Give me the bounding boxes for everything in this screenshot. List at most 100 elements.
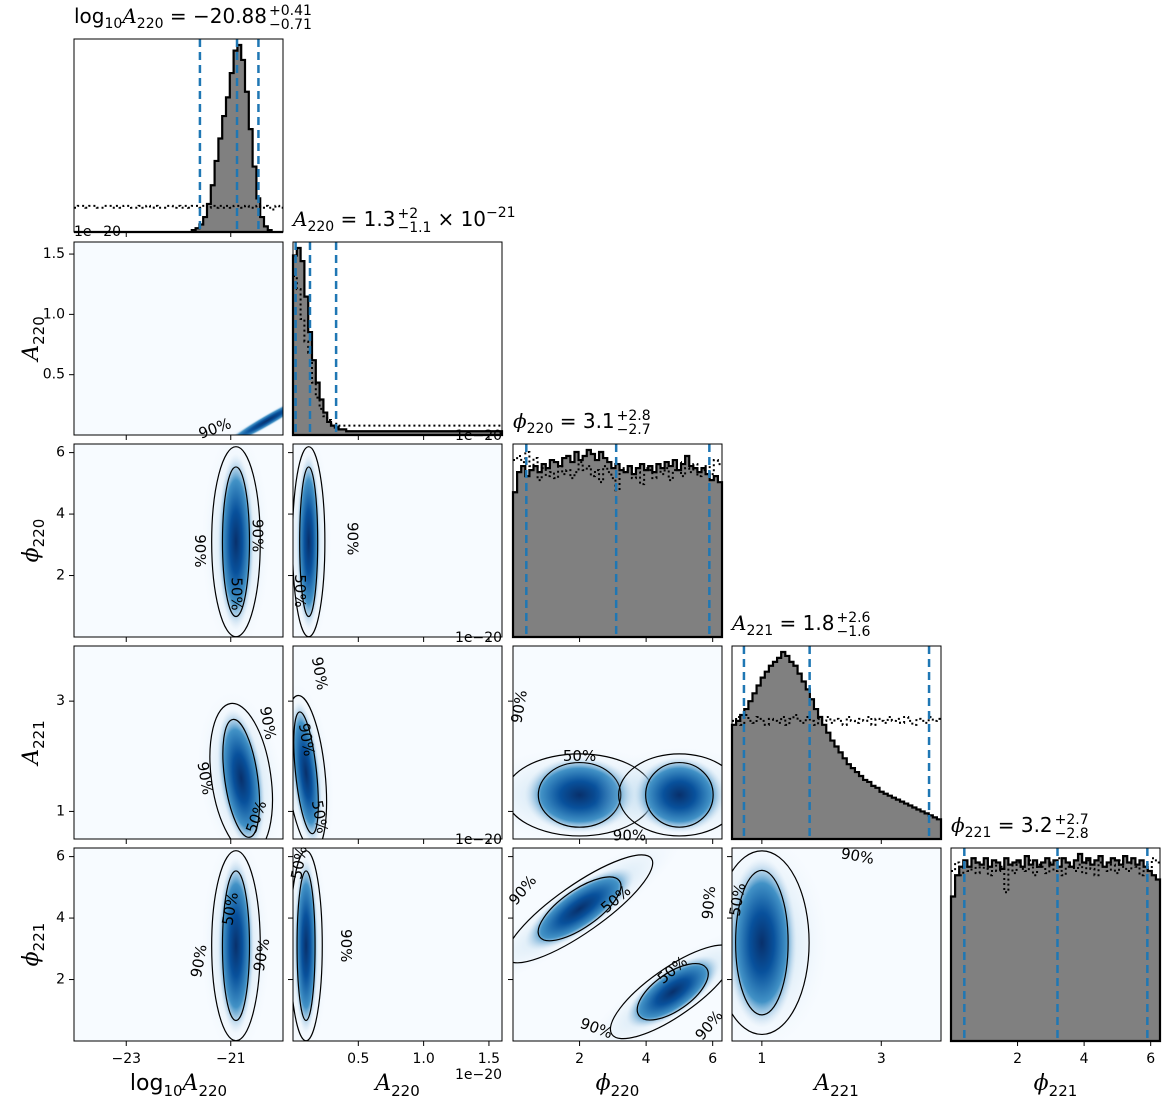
- contour-50: [296, 870, 316, 1022]
- panel-bg-1-1: [293, 242, 502, 435]
- contour-50: [221, 466, 251, 618]
- panel-frame-4-2: [512, 847, 723, 1042]
- y-axis-label-4: ϕ221: [19, 923, 48, 967]
- panel-frame-2-1: [292, 443, 503, 638]
- y-tick-label-2-0: 2: [56, 568, 65, 584]
- posterior-histogram-1: [291, 246, 504, 437]
- title-upper-3: +2.6: [836, 610, 870, 626]
- title-lower-0: −0.71: [269, 17, 312, 33]
- x-tick-label-0-1: −21: [216, 1051, 246, 1067]
- x-tick-label-4-2: 6: [1146, 1051, 1155, 1067]
- y-tick-label-2-1: 4: [56, 506, 65, 522]
- panel-frame-0-0: [73, 38, 284, 233]
- panel-title-0: log10A220 = −20.88: [74, 4, 267, 32]
- density-3-0-3: [198, 691, 283, 839]
- panel-frame-3-3: [731, 645, 942, 840]
- contour-label-13: 90%: [613, 827, 646, 845]
- offset-text-2: 1e−20: [455, 630, 502, 646]
- density-4-3-11: [732, 848, 829, 1041]
- contour-label-4: 50%: [291, 574, 309, 607]
- y-tick-label-3-0: 1: [56, 803, 65, 819]
- prior-histogram-1: [293, 275, 502, 427]
- panel-title-4: ϕ221 = 3.2: [951, 813, 1053, 841]
- density-core: [524, 867, 635, 951]
- x-tick-label-1-1: 1.0: [412, 1051, 434, 1067]
- contour-50: [636, 963, 709, 1021]
- contour-label-7: 90%: [256, 705, 280, 741]
- contour-90: [513, 854, 654, 964]
- y-tick-label-3-1: 3: [56, 693, 65, 709]
- panel-frame-4-1: [292, 847, 503, 1042]
- contour-label-9: 90%: [295, 722, 319, 758]
- contour-50: [221, 870, 251, 1022]
- density-core: [625, 955, 720, 1029]
- x-tick-label-2-1: 4: [642, 1051, 651, 1067]
- contour-label-5: 90%: [343, 522, 361, 555]
- panel-frame-1-1: [292, 241, 503, 436]
- density-4-0-7: [201, 848, 271, 1041]
- contour-label-11: 90%: [308, 656, 332, 692]
- y-tick-label-1-1: 1.0: [43, 306, 65, 322]
- contour-90: [609, 944, 722, 1040]
- prior-histogram-2: [513, 451, 722, 492]
- contour-label-16: 90%: [250, 937, 274, 973]
- density-2-1-2: [293, 444, 332, 637]
- contour-label-6: 90%: [193, 760, 217, 796]
- density-core: [294, 857, 319, 1034]
- y-tick-label-4-0: 2: [56, 972, 65, 988]
- offset-text-1: 1e−20: [455, 428, 502, 444]
- panel-frame-2-0: [73, 443, 284, 638]
- panel-frame-2-2: [512, 443, 723, 638]
- y-tick-label-2-2: 6: [56, 445, 65, 461]
- panel-title-3: A221 = 1.8: [730, 611, 834, 639]
- x-axis-label-2: ϕ220: [596, 1071, 640, 1100]
- panel-frame-3-0: [73, 645, 284, 840]
- contour-90: [732, 850, 810, 1036]
- x-tick-label-2-2: 6: [708, 1051, 717, 1067]
- title-lower-4: −2.8: [1055, 826, 1089, 842]
- density-core: [634, 756, 722, 833]
- offset-text-3: 1e−20: [455, 832, 502, 848]
- y-axis-label-3: A221: [19, 720, 48, 767]
- title-upper-0: +0.41: [269, 3, 312, 19]
- y-tick-label-1-2: 1.5: [43, 246, 65, 262]
- density-core: [217, 453, 254, 630]
- y-tick-label-1-0: 0.5: [43, 367, 65, 383]
- title-suffix-1: × 10−21: [437, 205, 515, 231]
- x-tick-label-1-0: 0.5: [347, 1051, 369, 1067]
- panel-frame-4-0: [73, 847, 284, 1042]
- panel-frame-3-2: [512, 645, 723, 840]
- offset-text-4: 1e−20: [455, 1067, 502, 1083]
- panel-frame-4-4: [950, 847, 1161, 1042]
- contour-label-2: 90%: [248, 519, 266, 552]
- posterior-histogram-3: [730, 650, 943, 841]
- y-axis-label-1: A220: [19, 316, 48, 363]
- prior-histogram-4: [951, 857, 1160, 894]
- contour-label-12: 50%: [563, 747, 596, 765]
- y-tick-label-4-1: 4: [56, 910, 65, 926]
- contour-90: [293, 694, 328, 839]
- density-core: [217, 708, 266, 839]
- contour-label-15: 90%: [187, 943, 211, 979]
- prior-histogram-3: [732, 713, 941, 726]
- panel-title-2: ϕ220 = 3.1: [513, 409, 615, 437]
- x-axis-label-4: ϕ221: [1034, 1071, 1078, 1100]
- density-3-2-6: [593, 747, 722, 839]
- x-axis-label-3: A221: [812, 1071, 859, 1100]
- panel-frame-1-0: [73, 241, 284, 436]
- contour-50: [735, 869, 789, 1016]
- x-tick-label-1-2: 1.5: [478, 1051, 500, 1067]
- y-axis-label-2: ϕ220: [19, 519, 48, 563]
- density-3-1-4: [293, 683, 335, 839]
- x-tick-label-2-0: 2: [575, 1051, 584, 1067]
- contour-50: [222, 718, 261, 838]
- title-lower-1: −1.1: [397, 220, 431, 236]
- title-upper-1: +2: [397, 206, 418, 222]
- panel-frame-3-1: [292, 645, 503, 840]
- density-4-2-10: [585, 927, 722, 1041]
- contour-90: [618, 753, 722, 837]
- title-upper-4: +2.7: [1055, 812, 1089, 828]
- x-tick-label-3-0: 1: [757, 1051, 766, 1067]
- title-lower-2: −2.7: [617, 422, 651, 438]
